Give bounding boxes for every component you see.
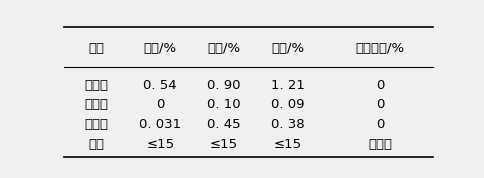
Text: 0. 54: 0. 54	[143, 79, 177, 92]
Text: ≤15: ≤15	[273, 138, 302, 151]
Text: 0. 45: 0. 45	[207, 118, 241, 131]
Text: 0. 09: 0. 09	[271, 98, 304, 111]
Text: 小石/%: 小石/%	[271, 42, 304, 55]
Text: 0: 0	[375, 79, 383, 92]
Text: 0. 38: 0. 38	[271, 118, 304, 131]
Text: 1. 21: 1. 21	[271, 79, 304, 92]
Text: 项目: 项目	[88, 42, 104, 55]
Text: 最小値: 最小値	[84, 98, 108, 111]
Text: ≤15: ≤15	[146, 138, 174, 151]
Text: 平均値: 平均値	[84, 118, 108, 131]
Text: 0. 90: 0. 90	[207, 79, 241, 92]
Text: 0: 0	[156, 98, 164, 111]
Text: 标准: 标准	[88, 138, 104, 151]
Text: 0: 0	[375, 118, 383, 131]
Text: 0: 0	[375, 98, 383, 111]
Text: 0. 031: 0. 031	[139, 118, 181, 131]
Text: ≤15: ≤15	[210, 138, 238, 151]
Text: 0. 10: 0. 10	[207, 98, 241, 111]
Text: 中石/%: 中石/%	[207, 42, 240, 55]
Text: 不允许: 不允许	[367, 138, 391, 151]
Text: 大石/%: 大石/%	[143, 42, 177, 55]
Text: 最大値: 最大値	[84, 79, 108, 92]
Text: 泥块含量/%: 泥块含量/%	[355, 42, 404, 55]
